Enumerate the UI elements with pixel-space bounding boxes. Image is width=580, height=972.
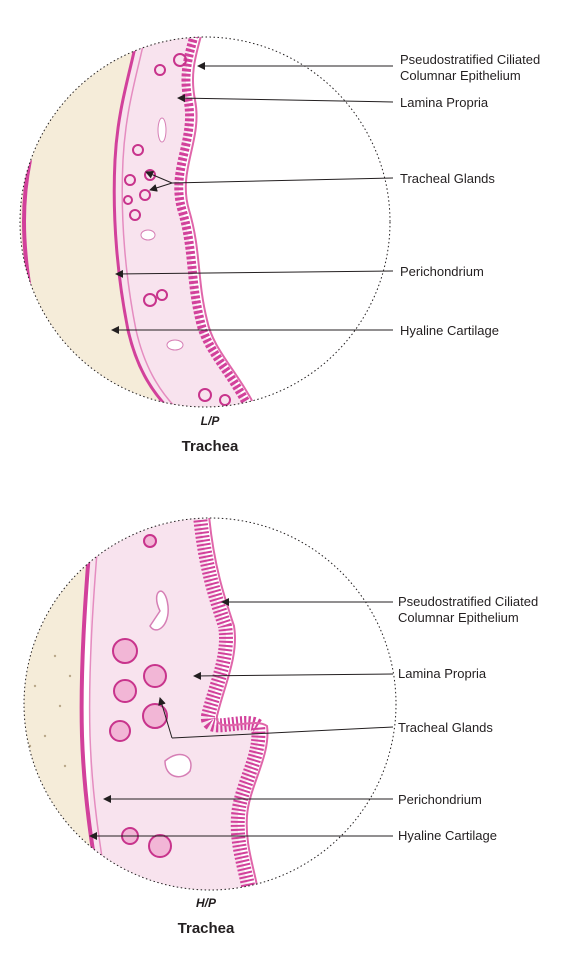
tissue-section-high-power <box>24 518 396 890</box>
label-tracheal-glands: Tracheal Glands <box>400 171 495 186</box>
micrograph-low-power <box>19 36 394 408</box>
label-epithelium-line2: Columnar Epithelium <box>400 68 521 83</box>
label-lamina-propria: Lamina Propria <box>398 666 487 681</box>
lamina-propria-region <box>114 37 250 407</box>
label-epithelium-line2: Columnar Epithelium <box>398 610 519 625</box>
tracheal-glands <box>123 53 231 406</box>
label-hyaline-cartilage: Hyaline Cartilage <box>400 323 499 338</box>
epithelium-layer <box>174 37 255 407</box>
field-of-view-circle <box>19 36 391 408</box>
figure-title: Trachea <box>177 920 235 937</box>
field-of-view-circle <box>23 517 397 891</box>
perichondrium-band <box>79 518 102 890</box>
label-tracheal-glands: Tracheal Glands <box>398 720 493 735</box>
magnification-caption: H/P <box>195 896 216 910</box>
pointer-lines-high-power <box>89 598 394 840</box>
perichondrium-band <box>112 37 172 407</box>
label-perichondrium: Perichondrium <box>400 264 484 279</box>
label-perichondrium: Perichondrium <box>398 792 482 807</box>
magnification-caption: L/P <box>200 414 220 428</box>
epithelium-layer <box>193 518 266 890</box>
label-lamina-propria: Lamina Propria <box>400 95 489 110</box>
label-epithelium-line1: Pseudostratified Ciliated <box>400 52 541 67</box>
figure-low-power: Pseudostratified Ciliated Columnar Epith… <box>0 0 580 470</box>
label-epithelium-line1: Pseudostratified Ciliated <box>398 594 539 609</box>
pointer-lines-low-power <box>111 62 394 334</box>
micrograph-high-power <box>23 517 397 891</box>
figure-title: Trachea <box>181 438 239 455</box>
label-hyaline-cartilage: Hyaline Cartilage <box>398 828 497 843</box>
figure-high-power: Pseudostratified Ciliated Columnar Epith… <box>0 486 580 972</box>
